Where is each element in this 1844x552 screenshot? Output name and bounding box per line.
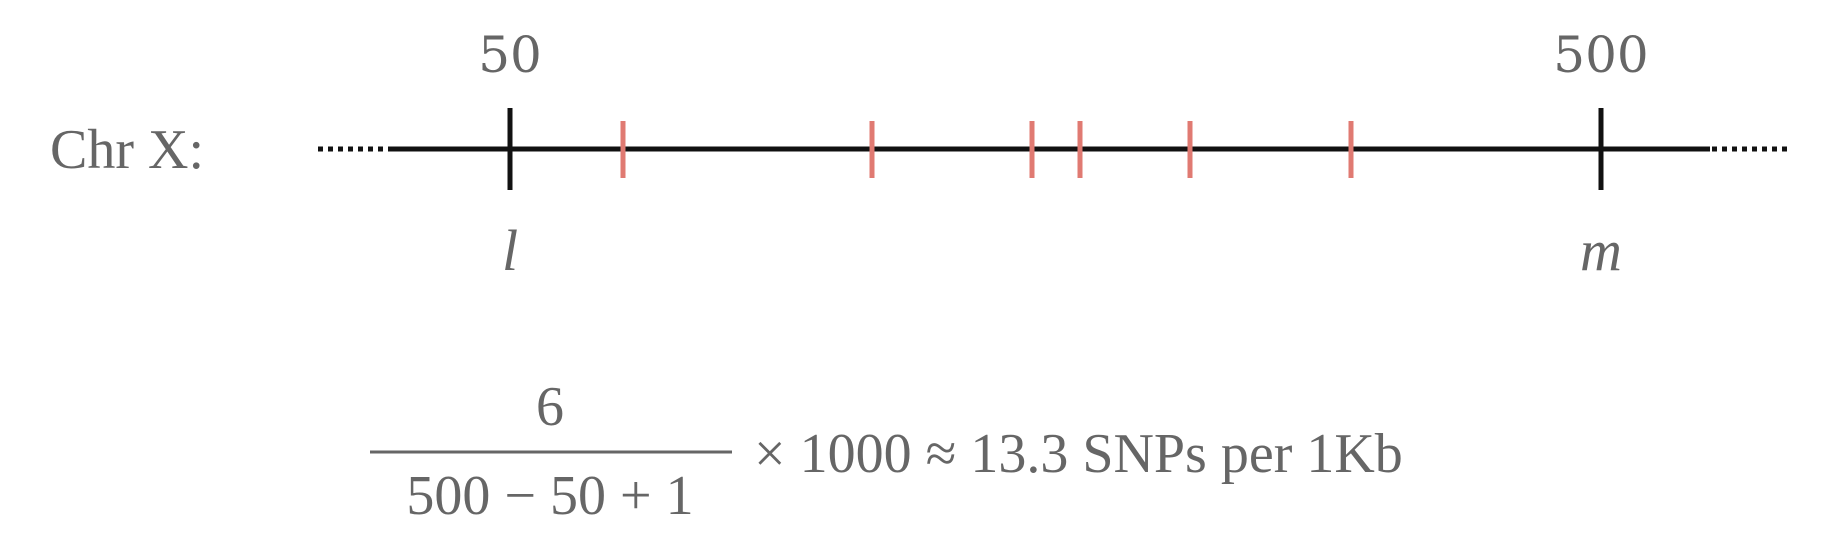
- end-symbol-label: m: [1580, 218, 1622, 283]
- start-symbol-label: l: [502, 218, 518, 283]
- chromosome-label: Chr X:: [50, 119, 204, 181]
- formula-denominator: 500 − 50 + 1: [406, 465, 693, 527]
- snp-markers: [620, 121, 1354, 178]
- formula-numerator: 6: [536, 376, 564, 438]
- formula-result: × 1000 ≈ 13.3 SNPs per 1Kb: [754, 423, 1403, 485]
- end-position-label: 500: [1553, 26, 1648, 84]
- start-position-label: 50: [478, 26, 542, 84]
